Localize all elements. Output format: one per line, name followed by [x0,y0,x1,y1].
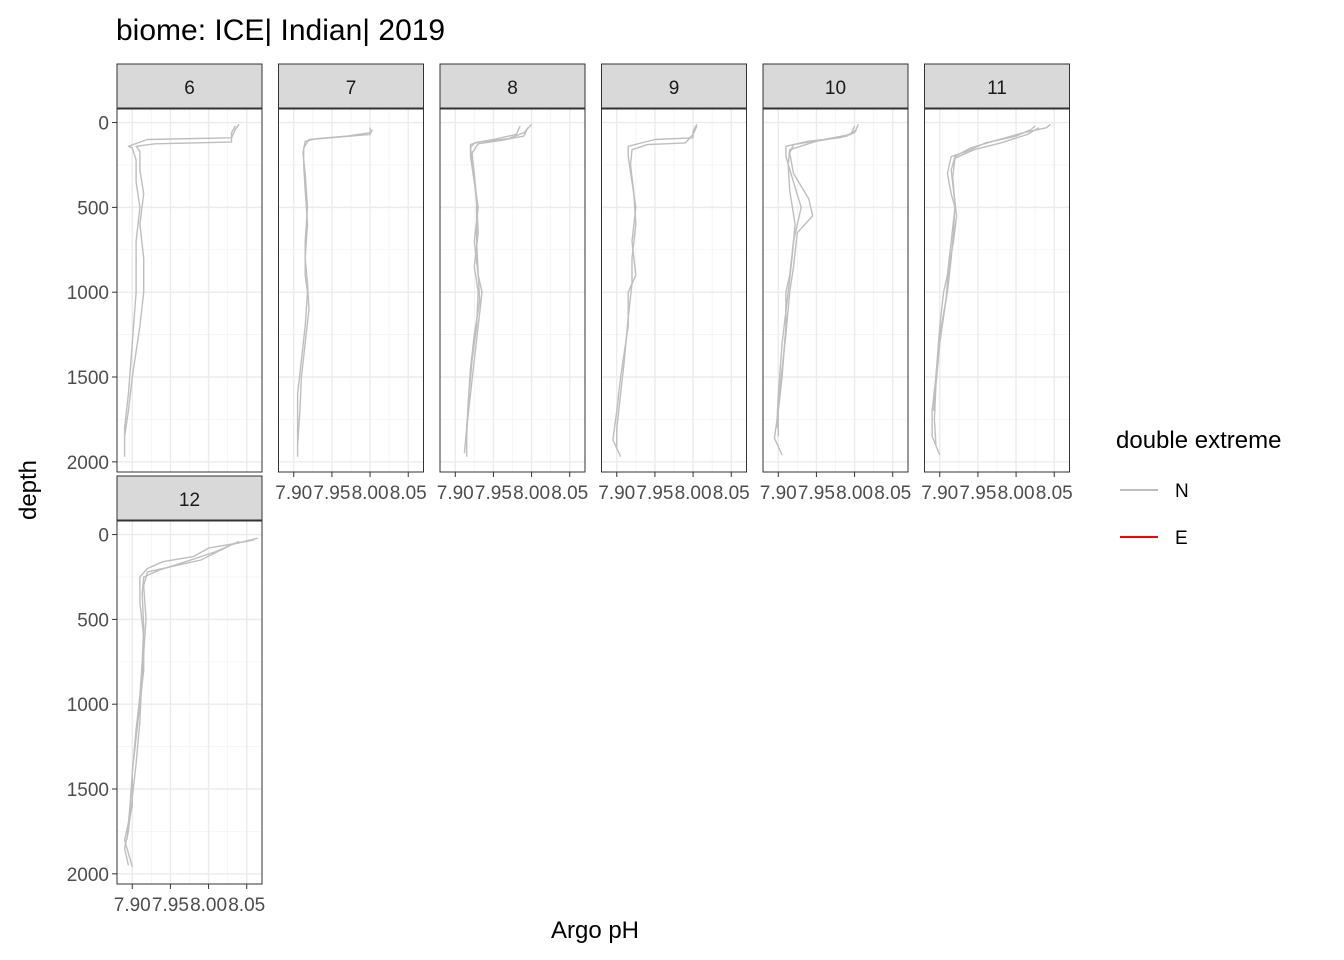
series-line-n [123,125,236,437]
facet-strip-label: 11 [987,78,1007,99]
y-tick-label: 1000 [67,695,109,716]
facet-strip [116,63,263,109]
y-tick-label: 1500 [67,368,109,389]
y-tick-label: 500 [77,610,109,631]
x-tick-label: 7.95 [152,895,189,916]
x-tick-label: 7.95 [636,483,673,504]
legend: double extreme N E [1116,427,1281,549]
x-tick-label: 8.00 [513,483,550,504]
x-tick-label: 8.05 [874,483,911,504]
facet-panel-7: 7 7.90 7.95 8.00 8.05 [275,63,427,504]
x-tick-label: 7.90 [598,483,635,504]
x-tick-label: 7.95 [798,483,835,504]
facet-panel-10: 10 7.90 7.95 8.00 8.05 [760,63,911,504]
panel-border [116,108,263,473]
series-line-n [296,129,374,445]
series-line-n [616,125,698,449]
y-tick-label: 0 [98,114,109,135]
facet-panel-11: 11 7.90 7.95 8.00 8.05 [921,63,1073,504]
y-tick-label: 2000 [67,453,109,474]
facet-panel-9: 9 7.90 7.95 8.00 8.05 [598,63,750,504]
x-tick-label: 7.95 [959,483,996,504]
x-tick-label: 8.05 [228,895,265,916]
panel-border [278,108,424,473]
x-tick-label: 7.95 [475,483,512,504]
x-tick-label: 8.00 [836,483,873,504]
x-tick-label: 8.05 [1036,483,1073,504]
series-line-n [777,125,856,437]
y-tick-label: 0 [98,526,109,547]
panel-border [762,108,909,473]
series-line-n [123,539,255,868]
series-line-n [123,123,240,457]
series-line-n [776,128,858,428]
facet-strip-label: 8 [507,78,518,99]
legend-label-e: E [1175,528,1188,549]
facet-strip [116,475,263,521]
facet-strip [924,63,1070,109]
x-axis-title: Argo pH [551,917,639,944]
x-tick-label: 8.00 [352,483,389,504]
x-tick-label: 7.90 [760,483,797,504]
series-line-n [466,127,529,437]
facet-strip-label: 6 [184,78,195,99]
x-tick-label: 8.00 [998,483,1035,504]
facet-strip [762,63,909,109]
legend-title: double extreme [1116,427,1281,454]
series-line-n [933,127,1040,411]
x-tick-label: 8.05 [551,483,588,504]
x-tick-label: 7.95 [313,483,350,504]
facet-panel-8: 8 7.90 7.95 8.00 8.05 [437,63,588,504]
x-tick-label: 7.90 [437,483,474,504]
x-tick-label: 8.00 [190,895,227,916]
panel-border [924,108,1070,473]
facet-strip [439,63,586,109]
panel-border [601,108,747,473]
y-tick-label: 500 [77,198,109,219]
y-tick-label: 1000 [67,283,109,304]
x-tick-label: 7.90 [921,483,958,504]
facet-strip [278,63,424,109]
y-tick-label: 1500 [67,780,109,801]
panel-border [439,108,586,473]
panel-border [116,520,263,885]
series-line-n [123,537,259,866]
x-tick-label: 7.90 [275,483,312,504]
facet-strip-label: 12 [179,490,200,511]
x-tick-label: 7.90 [114,895,151,916]
legend-label-n: N [1175,481,1189,502]
y-axis-title: depth [15,460,42,520]
facet-strip-label: 9 [669,78,680,99]
facet-panel-6: 6 0 500 1000 1500 2000 [67,63,263,474]
x-tick-label: 8.05 [713,483,750,504]
x-tick-label: 8.05 [390,483,427,504]
facet-strip-label: 7 [346,78,357,99]
series-line-n [126,540,240,840]
facet-strip [601,63,747,109]
x-tick-label: 8.00 [675,483,712,504]
series-line-n [612,123,698,457]
facet-strip-label: 10 [825,78,846,99]
chart-title: biome: ICE| Indian| 2019 [116,14,445,47]
y-tick-label: 2000 [67,865,109,886]
